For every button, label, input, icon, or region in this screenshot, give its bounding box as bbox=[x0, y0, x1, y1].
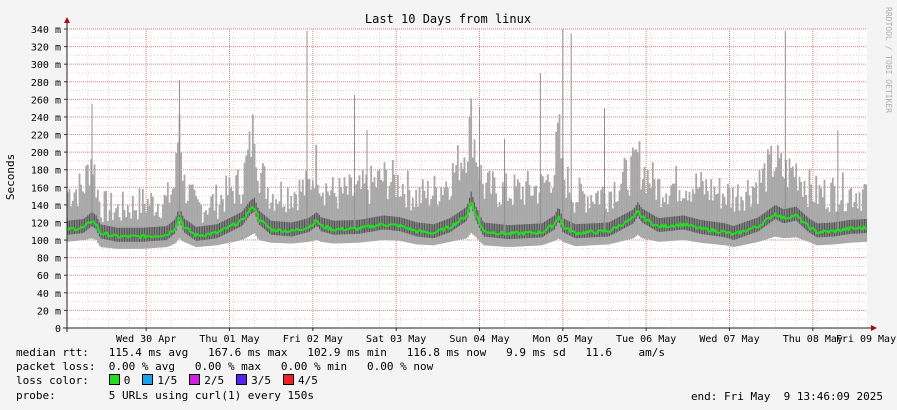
y-tick-label: 80 m bbox=[37, 254, 61, 265]
loss-color-item: 4/5 bbox=[282, 374, 318, 387]
y-tick-label: 60 m bbox=[37, 271, 61, 282]
end-timestamp: end: Fri May 9 13:46:09 2025 bbox=[690, 390, 883, 403]
y-tick-label: 100 m bbox=[31, 236, 61, 247]
x-axis-arrow bbox=[871, 325, 877, 331]
loss-color-item: 3/5 bbox=[236, 374, 271, 387]
loss-color-swatches: 0 1/5 2/5 3/5 4/5 bbox=[108, 374, 330, 387]
y-tick-label: 220 m bbox=[31, 131, 61, 142]
packet-loss-label: packet loss: bbox=[16, 360, 96, 373]
axes bbox=[63, 17, 877, 332]
y-axis-arrow bbox=[64, 17, 70, 23]
loss-color-text: 0 bbox=[123, 374, 131, 387]
y-axis-label: Seconds bbox=[4, 154, 17, 200]
x-tick-label: Tue 06 May bbox=[616, 334, 676, 345]
loss-color-swatch bbox=[282, 374, 294, 385]
chart-svg: Last 10 Days from linux Seconds RRDTOOL … bbox=[4, 7, 896, 345]
y-tick-label: 240 m bbox=[31, 113, 61, 124]
loss-color-label: loss color: bbox=[16, 374, 89, 387]
loss-color-item: 1/5 bbox=[142, 374, 177, 387]
x-tick-label: Thu 08 May bbox=[783, 334, 843, 345]
median-rtt-row: median rtt: 115.4 ms avg 167.6 ms max 10… bbox=[16, 346, 665, 360]
y-tick-label: 300 m bbox=[31, 60, 61, 71]
loss-color-text: 4/5 bbox=[297, 374, 318, 387]
loss-color-item: 0 bbox=[108, 374, 131, 387]
median-rtt-line bbox=[66, 202, 868, 240]
loss-color-item: 2/5 bbox=[189, 374, 224, 387]
x-tick-label: Fri 02 May bbox=[283, 334, 343, 345]
y-tick-label: 140 m bbox=[31, 201, 61, 212]
rrdtool-watermark: RRDTOOL / TOBI OETIKER bbox=[884, 7, 893, 113]
loss-color-text: 3/5 bbox=[251, 374, 271, 387]
y-tick-label: 0 bbox=[55, 324, 61, 335]
loss-color-swatch bbox=[142, 374, 154, 385]
x-tick-label: Thu 01 May bbox=[199, 334, 259, 345]
series-layer bbox=[66, 29, 868, 249]
x-tick-label: Sat 03 May bbox=[366, 334, 426, 345]
packet-loss-stats: 0.00 % avg 0.00 % max 0.00 % min 0.00 % … bbox=[108, 360, 434, 373]
loss-color-swatch bbox=[236, 374, 248, 385]
median-rtt-stats: 115.4 ms avg 167.6 ms max 102.9 ms min 1… bbox=[108, 346, 666, 359]
x-tick-label: Wed 30 Apr bbox=[116, 334, 176, 345]
y-tick-label: 20 m bbox=[37, 306, 61, 317]
median-rtt-label: median rtt: bbox=[16, 346, 89, 359]
y-tick-label: 120 m bbox=[31, 218, 61, 229]
packet-loss-row: packet loss: 0.00 % avg 0.00 % max 0.00 … bbox=[16, 360, 433, 374]
loss-color-swatch bbox=[189, 374, 201, 385]
loss-color-text: 1/5 bbox=[157, 374, 178, 387]
y-tick-label: 200 m bbox=[31, 148, 61, 159]
x-tick-label: Mon 05 May bbox=[533, 334, 593, 345]
y-tick-label: 180 m bbox=[31, 166, 61, 177]
y-tick-label: 340 m bbox=[31, 25, 61, 36]
y-tick-label: 160 m bbox=[31, 183, 61, 194]
x-tick-label: Wed 07 May bbox=[699, 334, 759, 345]
probe-text: 5 URLs using curl(1) every 150s bbox=[108, 389, 315, 402]
x-tick-label: Sun 04 May bbox=[449, 334, 509, 345]
loss-color-row: loss color: 0 1/5 2/5 3/5 4/5 bbox=[16, 374, 330, 388]
probe-label: probe: bbox=[16, 389, 56, 402]
probe-row: probe: 5 URLs using curl(1) every 150s bbox=[16, 389, 314, 403]
y-tick-label: 280 m bbox=[31, 78, 61, 89]
loss-color-text: 2/5 bbox=[204, 374, 225, 387]
chart-title: Last 10 Days from linux bbox=[365, 12, 531, 26]
x-tick-label: Fri 09 May bbox=[836, 334, 896, 345]
x-tick-labels: Wed 30 Apr Thu 01 May Fri 02 May Sat 03 May… bbox=[116, 334, 896, 345]
y-tick-label: 320 m bbox=[31, 43, 61, 54]
y-tick-label: 40 m bbox=[37, 289, 61, 300]
y-tick-label: 260 m bbox=[31, 95, 61, 106]
y-tick-labels: 0 20 m 40 m 60 m 80 m 100 m 120 m 140 m 160 m 180… bbox=[31, 25, 61, 335]
loss-color-swatch bbox=[108, 374, 120, 385]
